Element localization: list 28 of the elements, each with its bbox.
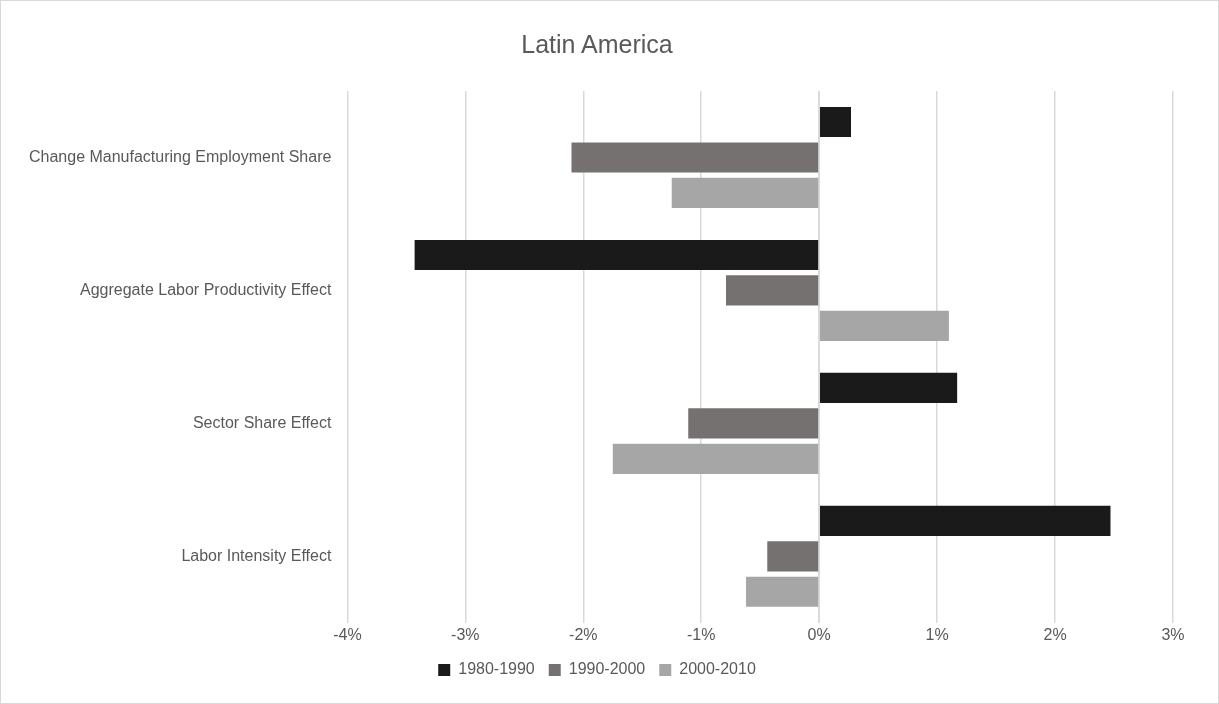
y-tick-label: Sector Share Effect — [192, 413, 332, 431]
bar — [671, 177, 819, 208]
bar — [819, 310, 949, 341]
x-tick-label: 2% — [1043, 625, 1067, 643]
bar — [819, 505, 1111, 536]
bar — [767, 541, 819, 572]
bar — [819, 106, 852, 138]
bar — [688, 408, 819, 439]
legend-label: 1990-2000 — [568, 660, 646, 678]
bar — [819, 372, 958, 403]
y-tick-label: Change Manufacturing Employment Share — [29, 147, 332, 165]
x-tick-label: -1% — [687, 625, 716, 643]
x-tick-label: -3% — [451, 625, 480, 643]
x-tick-label: -2% — [569, 625, 598, 643]
legend-label: 1980-1990 — [458, 660, 535, 678]
x-tick-label: 0% — [807, 625, 831, 643]
bar — [571, 142, 819, 173]
bar — [612, 443, 819, 474]
legend-label: 2000-2010 — [679, 660, 756, 678]
x-tick-label: 3% — [1161, 625, 1185, 643]
x-tick-label: -4% — [333, 625, 362, 643]
y-tick-label: Aggregate Labor Productivity Effect — [79, 280, 332, 298]
bar — [414, 239, 819, 271]
bar — [746, 576, 819, 607]
y-tick-label: Labor Intensity Effect — [181, 546, 332, 564]
x-tick-label: 1% — [925, 625, 949, 643]
chart-title: Latin America — [521, 29, 673, 58]
bar — [725, 275, 819, 306]
